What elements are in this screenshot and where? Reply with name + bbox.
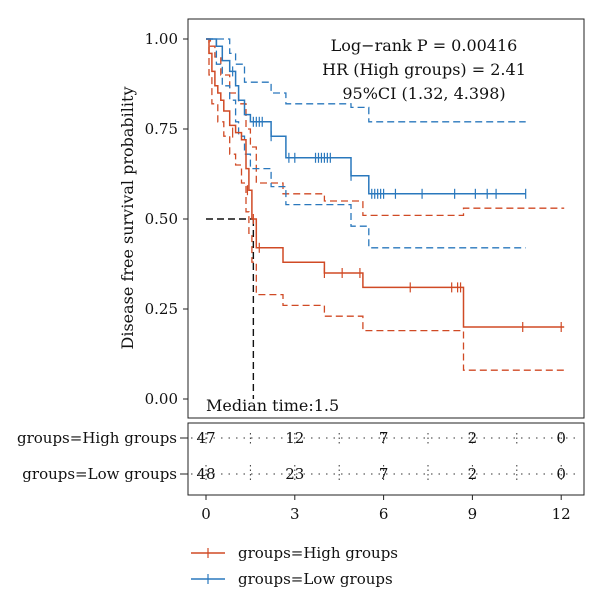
y-axis-label: Disease free survival probability xyxy=(118,87,137,350)
risk-count: 2 xyxy=(468,465,478,483)
survival-line xyxy=(206,38,565,328)
risk-count: 0 xyxy=(556,429,566,447)
censor-marks xyxy=(232,66,562,332)
ci-annotation: 95%CI (1.32, 4.398) xyxy=(342,84,505,103)
risk-count: 2 xyxy=(468,429,478,447)
y-tick-label: 0.50 xyxy=(145,210,178,228)
legend: groups=High groups groups=Low groups xyxy=(191,544,398,588)
hr-annotation: HR (High groups) = 2.41 xyxy=(322,60,526,79)
risk-count: 48 xyxy=(196,465,215,483)
median-annotation: Median time:1.5 xyxy=(206,396,339,415)
y-tick-label: 1.00 xyxy=(145,30,178,48)
risk-row-label: groups=High groups xyxy=(17,429,177,447)
y-tick-label: 0.25 xyxy=(145,300,178,318)
risk-table-grid xyxy=(191,433,581,483)
x-tick-label: 0 xyxy=(201,505,211,523)
legend-label: groups=High groups xyxy=(238,544,398,562)
risk-table-frame xyxy=(187,422,585,496)
ci-line xyxy=(206,38,565,371)
survival-line xyxy=(206,38,526,195)
risk-count: 7 xyxy=(379,429,389,447)
risk-row-label: groups=Low groups xyxy=(22,465,177,483)
x-tick-label: 6 xyxy=(379,505,389,523)
y-tick-label: 0.75 xyxy=(145,120,178,138)
risk-count: 12 xyxy=(285,429,304,447)
risk-count: 23 xyxy=(285,465,304,483)
x-axis: 0 3 6 9 12 xyxy=(201,495,571,523)
x-tick-label: 3 xyxy=(290,505,300,523)
x-tick-label: 12 xyxy=(552,505,571,523)
pvalue-annotation: Log−rank P = 0.00416 xyxy=(331,36,518,55)
legend-label: groups=Low groups xyxy=(238,570,393,588)
risk-count: 0 xyxy=(556,465,566,483)
ci-line xyxy=(206,38,526,249)
survival-curves xyxy=(206,38,565,328)
risk-table: groups=High groups 47 12 7 2 0 groups=Low grou… xyxy=(17,429,566,483)
y-tick-label: 0.00 xyxy=(145,390,178,408)
x-tick-label: 9 xyxy=(468,505,478,523)
median-lines xyxy=(206,218,255,399)
confidence-bands xyxy=(206,38,565,371)
risk-count: 7 xyxy=(379,465,389,483)
y-axis: 0.00 0.25 0.50 0.75 1.00 xyxy=(145,30,188,408)
risk-count: 47 xyxy=(196,429,215,447)
